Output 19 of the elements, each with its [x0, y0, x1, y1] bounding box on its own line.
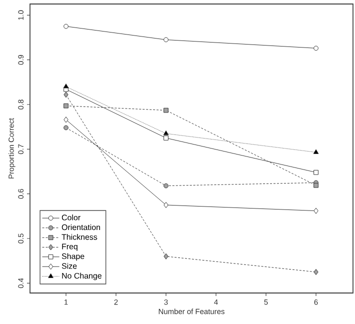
point — [164, 108, 168, 113]
point — [164, 136, 168, 140]
point — [164, 253, 168, 260]
point — [63, 84, 69, 88]
point — [64, 103, 68, 108]
point — [64, 116, 68, 123]
point — [64, 125, 68, 130]
point — [164, 202, 168, 208]
point — [164, 183, 168, 188]
point — [163, 130, 169, 136]
point — [164, 37, 168, 42]
point — [314, 46, 318, 51]
point — [313, 149, 319, 154]
point — [314, 182, 318, 188]
point — [64, 92, 68, 98]
point — [314, 208, 318, 214]
point — [314, 268, 318, 276]
point — [314, 170, 318, 175]
point — [64, 24, 68, 29]
